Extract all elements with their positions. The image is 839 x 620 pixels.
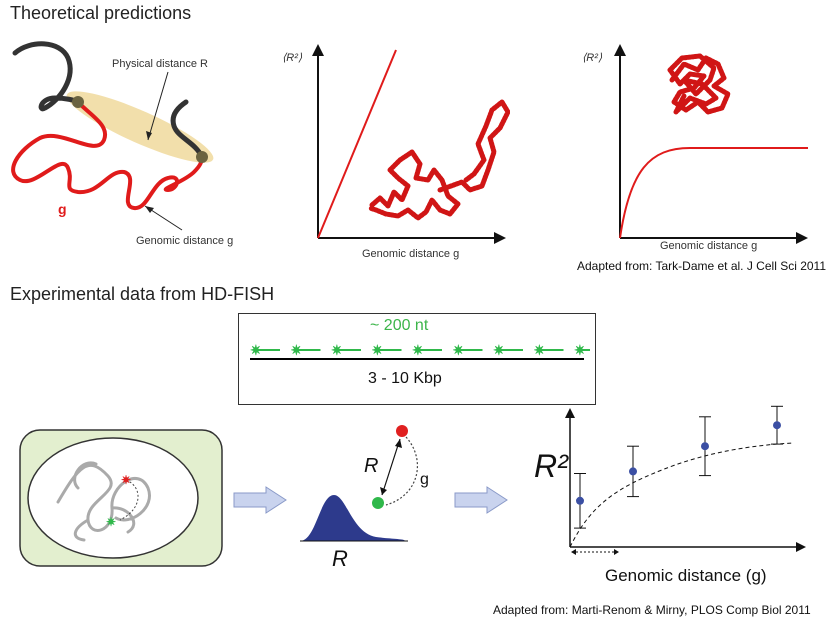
chain-black-right [170, 99, 205, 160]
r2-vs-genomic-distance-chart [565, 405, 806, 555]
data-point [576, 496, 584, 505]
probe-star-icon: ✷ [412, 342, 424, 358]
probe-array: ✷ ✷ ✷ ✷ ✷ ✷ ✷ ✷ ✷ [250, 342, 590, 360]
plateau-plot-ylabel: ⟨R²⟩ [582, 52, 603, 64]
physical-distance-ellipse [66, 91, 214, 163]
citation-tark-dame: Adapted from: Tark-Dame et al. J Cell Sc… [577, 259, 826, 273]
random-walk-chain [367, 99, 510, 221]
section-2-title: Experimental data from HD-FISH [10, 284, 275, 304]
linear-plot [312, 44, 510, 244]
linear-plot-ylabel: ⟨R²⟩ [282, 52, 303, 64]
distance-distribution [300, 425, 419, 542]
plateau-plot-xlabel: Genomic distance g [660, 240, 758, 252]
section-1-title: Theoretical predictions [10, 3, 192, 23]
g-mark: g [58, 201, 67, 217]
polymer-sketch [11, 41, 214, 231]
probe-star-icon: ✷ [453, 342, 465, 358]
flow-arrow-1 [233, 486, 287, 514]
chain-red-genomic [11, 100, 204, 210]
linear-plot-xlabel: Genomic distance g [362, 248, 460, 260]
span-label: 3 - 10 Kbp [368, 370, 442, 387]
flow-arrow-2 [454, 486, 508, 514]
probe-star-icon: ✷ [331, 342, 343, 358]
genomic-distance-label: Genomic distance g [136, 235, 234, 247]
probe-size-label: ~ 200 nt [370, 317, 429, 334]
probe-box [238, 313, 596, 405]
probe-star-icon: ✷ [250, 342, 262, 358]
probe-star-icon: ✷ [534, 342, 546, 358]
probe-star-icon: ✷ [372, 342, 384, 358]
svg-text:✷: ✷ [106, 515, 116, 529]
chart-ylabel: R² [534, 448, 568, 485]
chromatin-fiber [56, 461, 151, 542]
r-label-arrow: R [364, 455, 379, 477]
g-label-arrow: g [420, 471, 429, 488]
plateau-plot [614, 44, 808, 244]
plateau-curve [619, 147, 808, 239]
probe-star-icon: ✷ [291, 342, 303, 358]
data-point [629, 467, 637, 476]
chart-ylabel-text: R² [534, 448, 568, 484]
citation-marti-renom: Adapted from: Marti-Renom & Mirny, PLOS … [493, 603, 811, 617]
r-label-distribution: R [332, 546, 348, 571]
physical-distance-label: Physical distance R [112, 58, 208, 70]
data-point [773, 421, 781, 430]
chain-black-top [12, 41, 81, 112]
probe-star-icon: ✷ [574, 342, 586, 358]
data-point [701, 442, 709, 451]
probe-green-dot [372, 497, 384, 509]
chart-xlabel: Genomic distance (g) [605, 566, 767, 585]
distribution-curve [300, 495, 405, 541]
probe-star-icon: ✷ [493, 342, 505, 358]
svg-text:✷: ✷ [121, 473, 131, 487]
locus-b [196, 151, 208, 163]
globule-chain [667, 53, 731, 115]
linear-trend-line [317, 49, 397, 239]
fit-curve [569, 442, 794, 548]
probe-red-dot [396, 425, 408, 437]
cell-diagram: ✷ ✷ [19, 429, 223, 567]
locus-a [72, 96, 84, 108]
